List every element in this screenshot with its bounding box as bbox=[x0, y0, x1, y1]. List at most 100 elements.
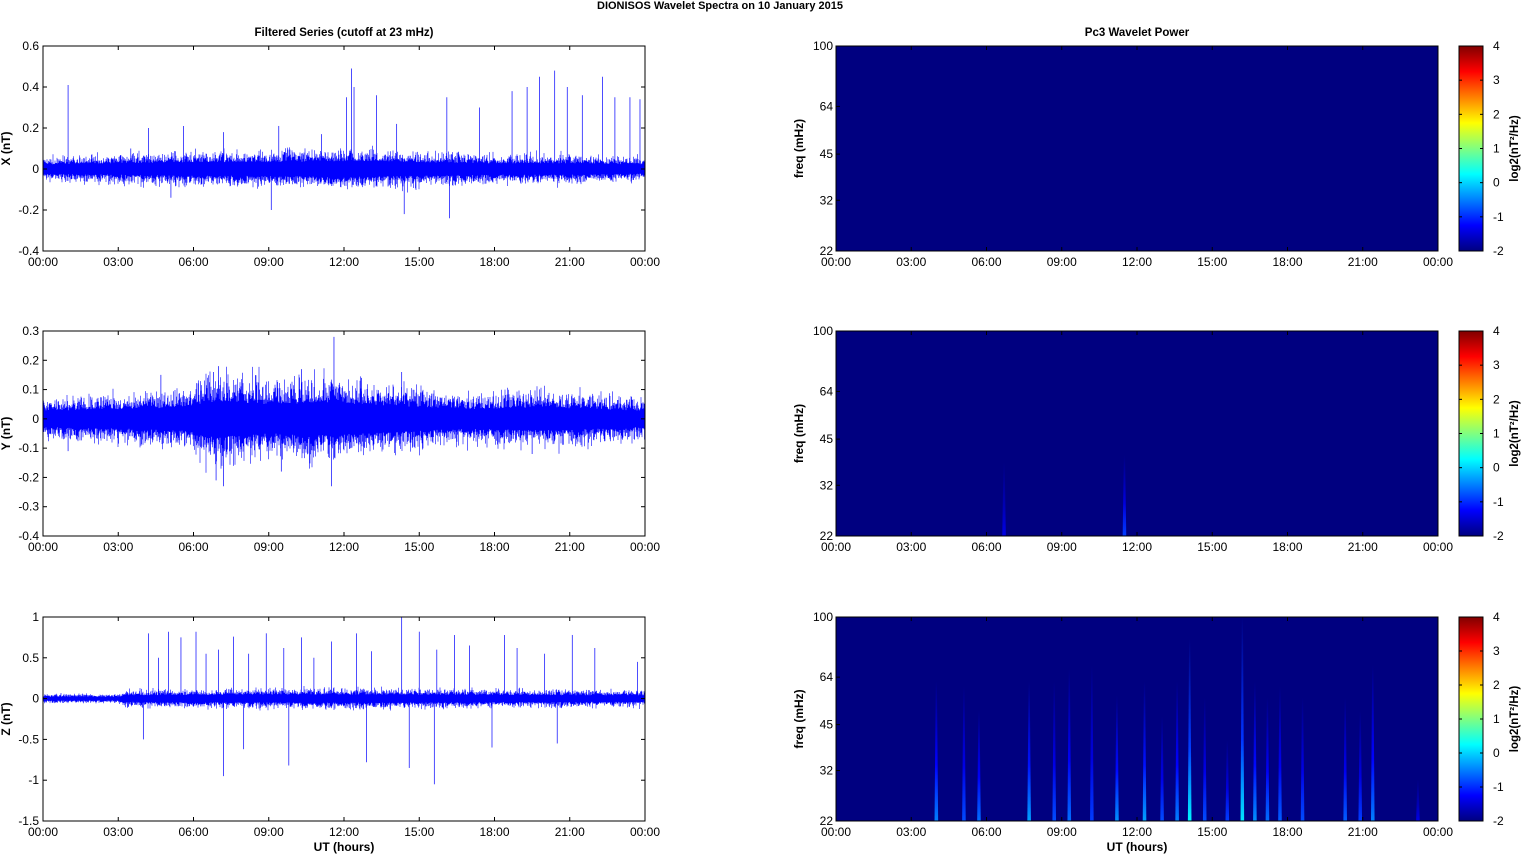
y-tick-label: 32 bbox=[820, 764, 834, 778]
x-tick-label: 21:00 bbox=[1348, 255, 1378, 269]
y-tick-label: 1 bbox=[32, 610, 39, 624]
y-tick-label: -0.5 bbox=[18, 732, 39, 746]
y-tick-label: 0.1 bbox=[22, 383, 39, 397]
wavelet-streak bbox=[1253, 681, 1257, 821]
colorbar-tick-label: -2 bbox=[1493, 814, 1504, 828]
y-tick-label: 32 bbox=[820, 478, 834, 492]
y-tick-label: 0.6 bbox=[22, 39, 39, 53]
x-tick-label: 21:00 bbox=[1348, 825, 1378, 839]
y-axis-label: freq (mHz) bbox=[792, 404, 806, 463]
wavelet-streak bbox=[1358, 710, 1363, 821]
wavelet-streak bbox=[934, 681, 939, 821]
colorbar-tick-label: 2 bbox=[1493, 678, 1500, 692]
wavelet-streak bbox=[1187, 638, 1192, 821]
x-tick-label: 00:00 bbox=[28, 825, 58, 839]
x-tick-label: 06:00 bbox=[178, 255, 208, 269]
x-tick-label: 18:00 bbox=[1272, 255, 1302, 269]
wavelet-streak bbox=[1240, 617, 1245, 821]
y-tick-label: 32 bbox=[820, 193, 834, 207]
colorbar: -2 -1 0 1 2 3 4 log2(nT²/Hz) bbox=[1458, 324, 1521, 543]
x-tick-label: 09:00 bbox=[254, 255, 284, 269]
colorbar-tick-label: 3 bbox=[1493, 644, 1500, 658]
wavelet-streak bbox=[1002, 462, 1006, 536]
y-tick-label: -1.5 bbox=[18, 814, 39, 828]
x-tick-label: 12:00 bbox=[1122, 540, 1152, 554]
figure-title: DIONISOS Wavelet Spectra on 10 January 2… bbox=[597, 0, 843, 12]
x-tick-label: 18:00 bbox=[479, 825, 509, 839]
colorbar-tick-label: -2 bbox=[1493, 529, 1504, 543]
y-tick-label: -0.4 bbox=[18, 529, 39, 543]
colorbar-tick-label: 0 bbox=[1493, 746, 1500, 760]
x-tick-label: 03:00 bbox=[103, 540, 133, 554]
x-tick-label: 21:00 bbox=[555, 825, 585, 839]
y-tick-label: 100 bbox=[813, 610, 833, 624]
colorbar-tick-label: 1 bbox=[1493, 427, 1500, 441]
x-tick-label: 18:00 bbox=[479, 255, 509, 269]
y-tick-label: -0.3 bbox=[18, 500, 39, 514]
x-tick-label: 00:00 bbox=[630, 255, 660, 269]
plot-area bbox=[43, 617, 645, 821]
wavelet-streak bbox=[1160, 715, 1164, 821]
series-y-panel: -0.4 -0.3 -0.2 -0.1 0 0.1 0.2 0.3 Y (nT) bbox=[0, 324, 646, 543]
x-tick-label: 21:00 bbox=[555, 540, 585, 554]
wavelet-streak bbox=[1225, 740, 1230, 821]
y-axis-label: X (nT) bbox=[0, 132, 13, 166]
x-tick-label: 03:00 bbox=[103, 825, 133, 839]
x-tick-label: 15:00 bbox=[404, 540, 434, 554]
x-tick-label: 00:00 bbox=[630, 825, 660, 839]
colorbar-label: log2(nT²/Hz) bbox=[1509, 686, 1521, 753]
y-tick-label: 0.3 bbox=[22, 324, 39, 338]
series-z-panel: -1.5 -1 -0.5 0 0.5 1 Z (nT) bbox=[0, 610, 646, 828]
x-tick-label: 06:00 bbox=[971, 540, 1001, 554]
colorbar-tick-label: 4 bbox=[1493, 39, 1500, 53]
wavelet-streak bbox=[1027, 681, 1031, 821]
x-tick-label: 03:00 bbox=[896, 825, 926, 839]
x-tick-label: 06:00 bbox=[971, 825, 1001, 839]
wavelet-streak bbox=[1265, 697, 1270, 821]
x-tick-label: 00:00 bbox=[1423, 540, 1453, 554]
y-tick-label: 100 bbox=[813, 324, 833, 338]
wavelet-streak bbox=[1052, 681, 1057, 821]
x-tick-label: 15:00 bbox=[404, 255, 434, 269]
y-tick-label: -0.2 bbox=[18, 470, 39, 484]
x-tick-label: 15:00 bbox=[1197, 255, 1227, 269]
x-tick-label: 09:00 bbox=[254, 825, 284, 839]
right-column-title: Pc3 Wavelet Power bbox=[1085, 27, 1190, 39]
series-trace bbox=[43, 366, 645, 473]
colorbar-tick-label: 1 bbox=[1493, 712, 1500, 726]
y-tick-label: 0.2 bbox=[22, 121, 39, 135]
colorbar-tick-label: 4 bbox=[1493, 324, 1500, 338]
y-tick-label: -0.2 bbox=[18, 203, 39, 217]
y-axis-label: freq (mHz) bbox=[792, 689, 806, 748]
colorbar-tick-label: 0 bbox=[1493, 461, 1500, 475]
plots: -0.4 -0.2 0 0.2 0.4 0.6 X (nT) 00:00 03:00 06:00 0… bbox=[0, 39, 1521, 839]
x-tick-label: 09:00 bbox=[1047, 540, 1077, 554]
x-tick-label: 00:00 bbox=[630, 540, 660, 554]
plot-area bbox=[43, 46, 645, 251]
series-x-panel: -0.4 -0.2 0 0.2 0.4 0.6 X (nT) bbox=[0, 39, 646, 258]
heatmap-background bbox=[836, 617, 1438, 821]
colorbar-fill bbox=[1458, 616, 1484, 822]
x-tick-label: 15:00 bbox=[1197, 540, 1227, 554]
y-tick-label: 22 bbox=[820, 244, 834, 258]
series-z-x-axis: 00:00 03:00 06:00 09:00 12:00 15:00 18:00 21:00… bbox=[28, 617, 660, 839]
x-tick-label: 03:00 bbox=[103, 255, 133, 269]
wavelet-y-panel: 22 32 45 64 100 freq (mHz) -2 -1 0 1 2 3 4 log2(nT²/H… bbox=[792, 324, 1521, 543]
x-tick-label: 12:00 bbox=[1122, 255, 1152, 269]
colorbar-tick-label: -1 bbox=[1493, 780, 1504, 794]
wavelet-streak bbox=[1343, 697, 1347, 821]
y-tick-label: 0.4 bbox=[22, 80, 39, 94]
colorbar-tick-label: -1 bbox=[1493, 210, 1504, 224]
wavelet-y-x-axis: 00:00 03:00 06:00 09:00 12:00 15:00 18:00 21:00… bbox=[821, 331, 1453, 554]
y-tick-label: 0 bbox=[32, 412, 39, 426]
x-tick-label: 00:00 bbox=[821, 540, 851, 554]
colorbar-tick-label: 2 bbox=[1493, 107, 1500, 121]
colorbar-tick-label: 3 bbox=[1493, 73, 1500, 87]
colorbar-tick-label: 4 bbox=[1493, 610, 1500, 624]
y-axis-label: freq (mHz) bbox=[792, 119, 806, 178]
colorbar-tick-label: 3 bbox=[1493, 358, 1500, 372]
colorbar-tick-label: 2 bbox=[1493, 392, 1500, 406]
x-tick-label: 15:00 bbox=[1197, 825, 1227, 839]
colorbar: -2 -1 0 1 2 3 4 log2(nT²/Hz) bbox=[1458, 610, 1521, 828]
